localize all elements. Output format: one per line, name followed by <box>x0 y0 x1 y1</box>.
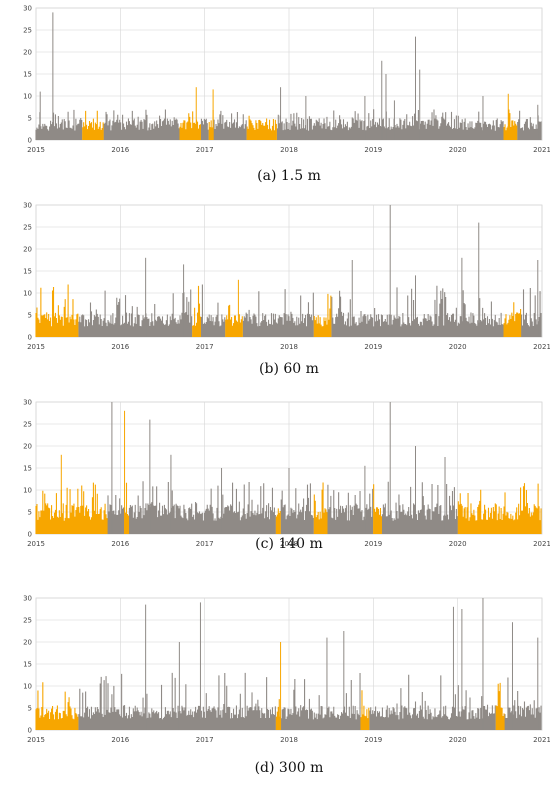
panel-caption: (c) 140 m <box>255 536 323 552</box>
y-tick-label: 10 <box>23 683 32 691</box>
x-tick-label: 2020 <box>449 146 467 154</box>
x-tick-label: 2019 <box>364 146 382 154</box>
series-orange-bars <box>35 284 522 337</box>
y-tick-label: 5 <box>28 115 32 123</box>
panel-caption: (b) 60 m <box>259 361 319 377</box>
x-tick-label: 2018 <box>280 343 298 351</box>
x-tick-label: 2021 <box>533 540 550 548</box>
y-tick-label: 30 <box>23 399 32 407</box>
series-orange-bars <box>35 482 542 534</box>
y-tick-label: 0 <box>28 727 32 735</box>
y-tick-label: 20 <box>23 246 32 254</box>
y-tick-label: 5 <box>28 509 32 517</box>
y-tick-label: 30 <box>23 202 32 210</box>
y-tick-label: 5 <box>28 312 32 320</box>
x-tick-label: 2016 <box>111 540 129 548</box>
y-tick-label: 5 <box>28 705 32 713</box>
x-tick-label: 2015 <box>27 146 45 154</box>
y-tick-label: 10 <box>23 487 32 495</box>
y-tick-label: 20 <box>23 443 32 451</box>
y-tick-label: 0 <box>28 334 32 342</box>
x-tick-label: 2017 <box>196 343 214 351</box>
y-tick-label: 30 <box>23 5 32 13</box>
x-tick-label: 2020 <box>449 343 467 351</box>
y-tick-label: 20 <box>23 49 32 57</box>
x-tick-label: 2019 <box>364 343 382 351</box>
chart-panel-4: 0 5 10 15 20 25 30 2015 2016 2017 2018 2019 2020 2021… <box>23 595 550 777</box>
y-tick-label: 10 <box>23 290 32 298</box>
x-tick-label: 2017 <box>196 540 214 548</box>
x-tick-label: 2016 <box>111 343 129 351</box>
y-tick-label: 15 <box>23 465 32 473</box>
y-tick-label: 15 <box>23 268 32 276</box>
series-gray-bars <box>35 109 542 140</box>
x-tick-label: 2021 <box>533 343 550 351</box>
chart-panel-1: 0 5 10 15 20 25 30 2015 2016 2017 2018 2019 2020 2021… <box>23 5 550 185</box>
y-tick-label: 25 <box>23 224 32 232</box>
y-tick-label: 20 <box>23 639 32 647</box>
y-tick-label: 15 <box>23 661 32 669</box>
x-tick-label: 2015 <box>27 540 45 548</box>
x-tick-label: 2021 <box>533 736 550 744</box>
series-gray-bars <box>78 672 542 730</box>
x-tick-label: 2015 <box>27 343 45 351</box>
chart-panel-3: 0 5 10 15 20 25 30 2015 2016 2017 2018 2019 2020 2021… <box>23 399 550 553</box>
y-tick-label: 25 <box>23 421 32 429</box>
panel-caption: (d) 300 m <box>255 760 324 776</box>
panel-caption: (a) 1.5 m <box>257 168 321 184</box>
y-tick-label: 0 <box>28 531 32 539</box>
x-tick-label: 2018 <box>280 146 298 154</box>
y-tick-label: 15 <box>23 71 32 79</box>
y-tick-label: 10 <box>23 93 32 101</box>
series-orange-bars <box>35 682 505 730</box>
x-tick-label: 2018 <box>280 540 298 548</box>
y-tick-label: 25 <box>23 27 32 35</box>
x-tick-label: 2021 <box>533 146 550 154</box>
x-tick-label: 2016 <box>111 146 129 154</box>
x-tick-label: 2017 <box>196 146 214 154</box>
y-tick-label: 25 <box>23 617 32 625</box>
y-tick-label: 0 <box>28 137 32 145</box>
x-tick-label: 2015 <box>27 736 45 744</box>
x-tick-label: 2018 <box>280 736 298 744</box>
x-tick-label: 2020 <box>449 736 467 744</box>
x-tick-label: 2016 <box>111 736 129 744</box>
y-tick-label: 30 <box>23 595 32 603</box>
x-tick-label: 2019 <box>364 736 382 744</box>
series-gray-bars <box>107 481 458 534</box>
chart-panel-2: 0 5 10 15 20 25 30 2015 2016 2017 2018 2019 2020 2021… <box>23 202 550 378</box>
x-tick-label: 2020 <box>449 540 467 548</box>
x-tick-label: 2017 <box>196 736 214 744</box>
x-tick-label: 2019 <box>364 540 382 548</box>
series-orange-bars <box>82 109 518 140</box>
